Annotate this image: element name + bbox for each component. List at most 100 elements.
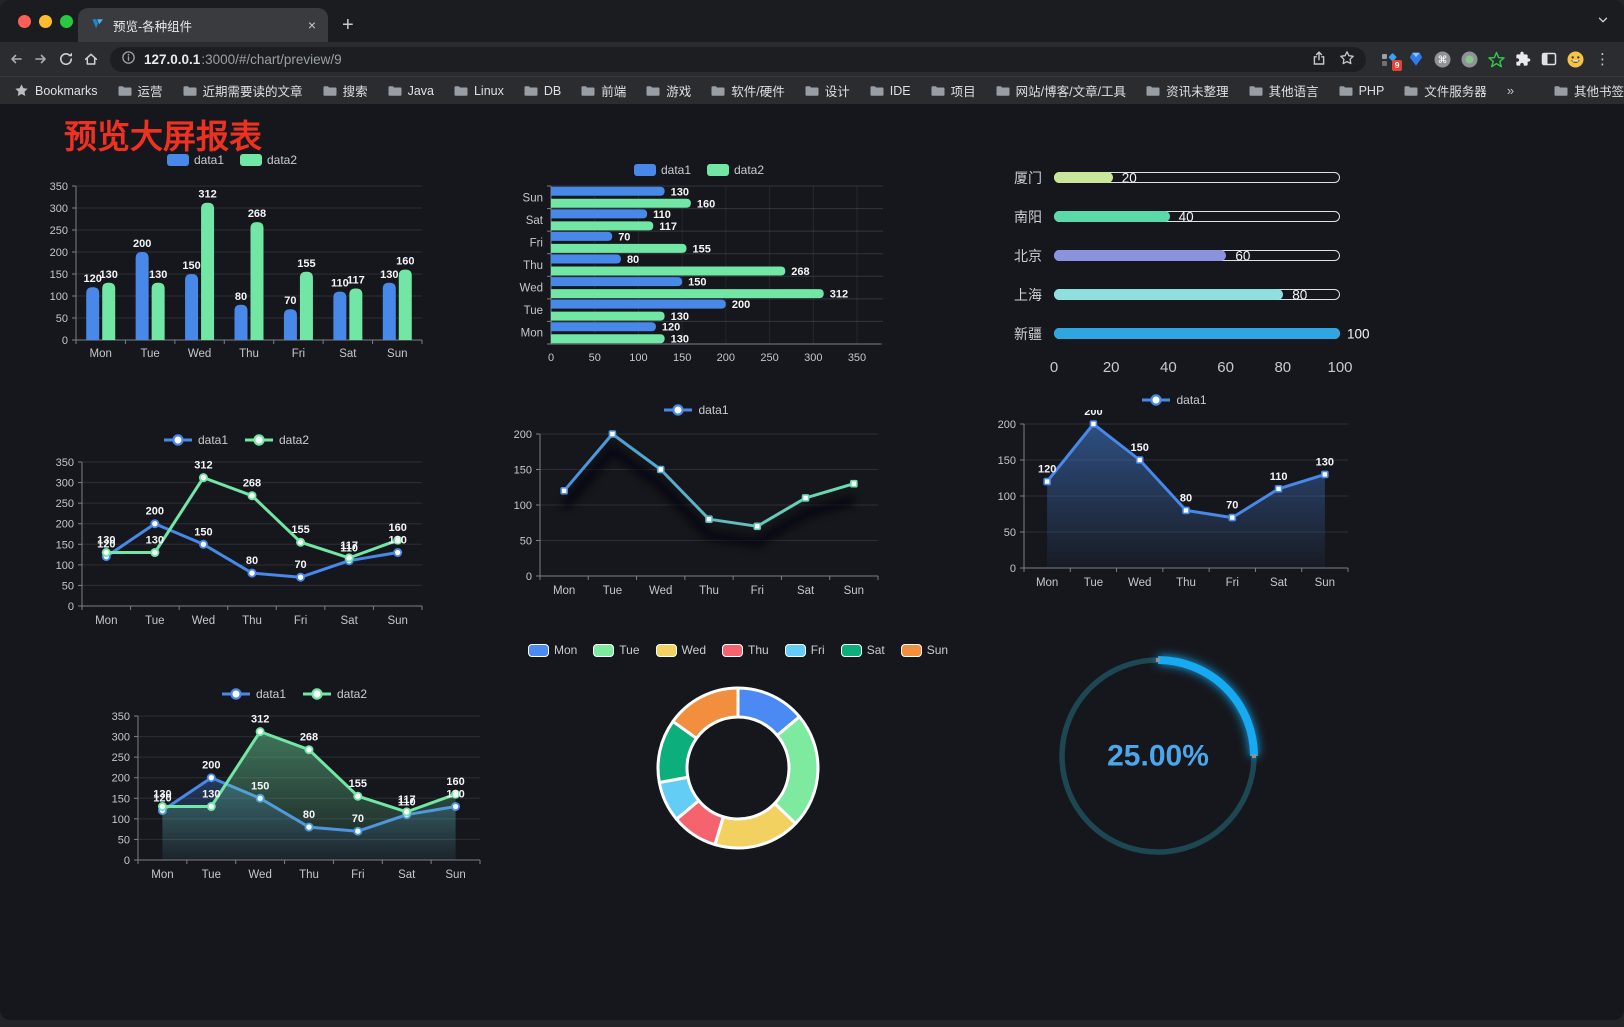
bookmark-folder[interactable]: 搜索 (323, 81, 368, 100)
forward-button[interactable] (33, 51, 49, 67)
svg-text:Wed: Wed (520, 283, 543, 295)
legend-item-data1[interactable]: data1 (1141, 393, 1207, 407)
progress-track: 80 (1054, 287, 1340, 302)
bookmarks-overflow-chevron[interactable]: » (1506, 83, 1515, 98)
bookmark-folder[interactable]: 资讯未整理 (1146, 81, 1229, 100)
svg-text:100: 100 (50, 291, 68, 303)
svg-text:200: 200 (514, 429, 532, 441)
bookmark-folder[interactable]: Linux (454, 84, 504, 98)
svg-text:100: 100 (629, 352, 647, 364)
home-button[interactable] (83, 51, 99, 67)
extension-star-icon[interactable] (1488, 51, 1505, 68)
back-button[interactable] (8, 51, 24, 67)
legend-item-data2[interactable]: data2 (244, 433, 309, 447)
svg-text:Tue: Tue (603, 585, 622, 597)
bookmark-folder[interactable]: IDE (870, 84, 911, 98)
window-zoom-button[interactable] (60, 15, 73, 28)
legend-item-Wed[interactable]: Wed (655, 643, 706, 657)
extension-badge: 9 (1392, 59, 1402, 71)
extension-command-icon[interactable]: ⌘ (1434, 51, 1451, 68)
address-bar[interactable]: 127.0.0.1 :3000/#/chart/preview/9 (110, 46, 1366, 72)
svg-text:Thu: Thu (699, 585, 719, 597)
extensions-puzzle-icon[interactable] (1515, 51, 1531, 67)
svg-text:120: 120 (662, 322, 680, 334)
extension-sidebar-icon[interactable] (1541, 51, 1557, 67)
window-close-button[interactable] (18, 15, 31, 28)
svg-text:Sat: Sat (526, 215, 544, 227)
svg-text:80: 80 (235, 291, 247, 303)
browser-tab[interactable]: 预览-各种组件 × (78, 8, 328, 42)
bookmark-folder[interactable]: 设计 (805, 81, 850, 100)
tab-close-icon[interactable]: × (307, 17, 316, 33)
svg-text:Fri: Fri (294, 615, 307, 627)
extension-dot-icon[interactable] (1461, 51, 1478, 68)
svg-text:130: 130 (153, 789, 171, 801)
bookmark-folder[interactable]: 前端 (581, 81, 626, 100)
svg-text:Thu: Thu (242, 615, 262, 627)
extension-grid-icon[interactable]: 9 (1381, 51, 1402, 71)
legend-item-data1[interactable]: data1 (163, 433, 228, 447)
window-minimize-button[interactable] (39, 15, 52, 28)
progress-track: 60 (1054, 248, 1340, 263)
bookmark-folder[interactable]: 项目 (931, 81, 976, 100)
svg-text:300: 300 (50, 203, 68, 215)
legend-item-Sat[interactable]: Sat (840, 643, 885, 657)
legend-item-Thu[interactable]: Thu (722, 643, 769, 657)
svg-text:70: 70 (1226, 500, 1238, 512)
svg-text:300: 300 (112, 732, 130, 744)
bookmark-folder[interactable]: 其他语言 (1249, 81, 1319, 100)
folder-icon (581, 85, 595, 96)
bookmark-folder[interactable]: 近期需要读的文章 (183, 81, 303, 100)
new-tab-button[interactable]: + (342, 14, 354, 36)
folder-icon (711, 85, 725, 96)
bookmark-folder[interactable]: 软件/硬件 (711, 81, 785, 100)
bookmark-folder[interactable]: 运营 (118, 81, 163, 100)
bookmark-folder[interactable]: 游戏 (646, 81, 691, 100)
legend-item-data1[interactable]: data1 (166, 153, 224, 167)
svg-text:Mon: Mon (90, 348, 112, 360)
svg-text:150: 150 (673, 352, 691, 364)
bookmark-folder[interactable]: PHP (1339, 84, 1384, 98)
folder-icon (646, 85, 660, 96)
legend-item-data2[interactable]: data2 (707, 163, 764, 177)
legend-item-data2[interactable]: data2 (240, 153, 297, 167)
page-title: 预览大屏报表 (64, 118, 262, 155)
legend-item-data2[interactable]: data2 (302, 687, 367, 701)
share-icon[interactable] (1311, 50, 1327, 69)
bookmark-folder[interactable]: 网站/博客/文章/工具 (996, 81, 1126, 100)
reload-button[interactable] (58, 51, 74, 67)
menu-kebab-icon[interactable]: ⋮ (1595, 51, 1610, 68)
svg-text:155: 155 (291, 524, 309, 536)
dashboard: 预览大屏报表 data1 data2 0 50 100 150 200 250 300 350 Mo… (0, 104, 1624, 1020)
bookmark-folder[interactable]: 文件服务器 (1404, 81, 1487, 100)
svg-text:117: 117 (347, 275, 365, 287)
svg-text:Fri: Fri (1226, 577, 1239, 589)
legend-item-data1[interactable]: data1 (633, 163, 691, 177)
bookmark-star-icon[interactable] (1339, 50, 1355, 69)
legend-item-Tue[interactable]: Tue (593, 643, 640, 657)
folder-icon (388, 85, 402, 96)
extension-emoji-icon[interactable] (1567, 51, 1584, 68)
svg-text:80: 80 (246, 555, 258, 567)
bookmarks-root[interactable]: Bookmarks (14, 83, 98, 98)
legend-item-data1[interactable]: data1 (663, 403, 729, 417)
svg-text:Mon: Mon (521, 328, 543, 340)
svg-text:0: 0 (1010, 563, 1016, 575)
tab-search-chevron-icon[interactable] (1596, 13, 1610, 32)
svg-text:130: 130 (380, 269, 398, 281)
legend-item-Fri[interactable]: Fri (784, 643, 825, 657)
folder-icon (1404, 85, 1418, 96)
chart-line-two-series: data1 data2 0 50 100 150 200 250 300 350 Mon Tue Wed… (40, 430, 432, 642)
bookmark-folder-other[interactable]: 其他书签 (1554, 81, 1624, 100)
svg-text:130: 130 (671, 334, 689, 346)
legend-item-Sun[interactable]: Sun (900, 643, 948, 657)
svg-text:0: 0 (68, 601, 74, 613)
site-info-icon[interactable] (121, 50, 136, 68)
bookmark-folder[interactable]: DB (524, 84, 561, 98)
svg-text:50: 50 (62, 580, 74, 592)
legend-item-Mon[interactable]: Mon (527, 643, 577, 657)
legend-item-data1[interactable]: data1 (221, 687, 286, 701)
extension-gem-icon[interactable] (1408, 51, 1424, 67)
bookmark-folder[interactable]: Java (388, 84, 434, 98)
